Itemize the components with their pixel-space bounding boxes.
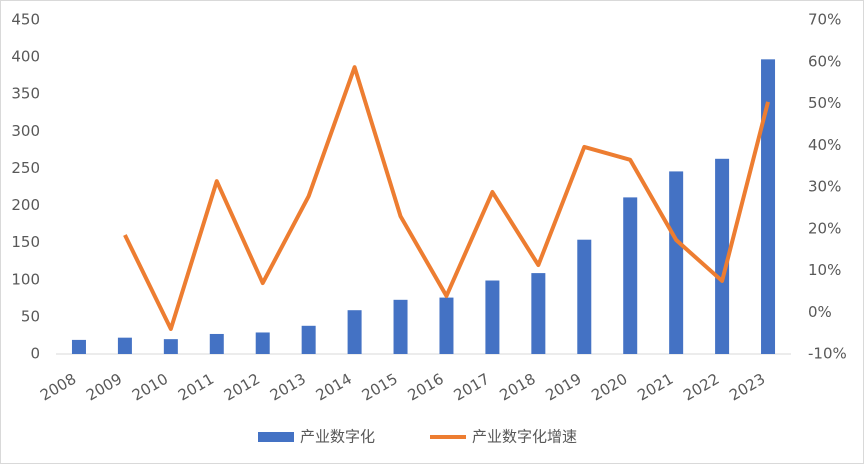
y-tick-label: 50	[21, 307, 40, 325]
y2-tick-label: 70%	[808, 11, 841, 29]
y2-tick-label: 30%	[808, 178, 841, 196]
bar	[485, 280, 500, 354]
y-tick-label: 400	[11, 48, 40, 66]
bar	[623, 197, 638, 354]
bar	[301, 325, 316, 354]
legend-label: 产业数字化	[300, 428, 375, 446]
y2-tick-label: -10%	[808, 345, 847, 363]
line	[123, 65, 770, 331]
x-tick-label: 2015	[359, 370, 401, 405]
x-tick-label: 2010	[129, 370, 171, 405]
bar	[761, 59, 776, 355]
y-tick-label: 150	[11, 233, 40, 251]
bar	[255, 332, 270, 354]
y2-tick-label: 0%	[808, 303, 832, 321]
legend-swatch	[258, 432, 294, 442]
y2-tick-label: 20%	[808, 219, 841, 237]
x-tick-label: 2008	[37, 370, 79, 405]
bar	[531, 273, 546, 354]
bar	[715, 158, 730, 354]
x-tick-label: 2009	[83, 370, 125, 405]
legend-label: 产业数字化增速	[472, 428, 577, 446]
x-tick-label: 2017	[451, 370, 493, 405]
y2-tick-label: 40%	[808, 136, 841, 154]
bar	[669, 171, 684, 354]
y-tick-label: 250	[11, 159, 40, 177]
x-tick-label: 2020	[588, 370, 630, 405]
y-tick-label: 450	[11, 11, 40, 29]
bar	[439, 297, 454, 354]
y-tick-label: 350	[11, 85, 40, 103]
x-tick-label: 2013	[267, 370, 309, 405]
bar	[347, 310, 362, 354]
y2-tick-label: 10%	[808, 261, 841, 279]
x-tick-label: 2011	[175, 370, 217, 405]
y2-tick-label: 60%	[808, 52, 841, 70]
x-tick-label: 2022	[680, 370, 722, 405]
bar	[393, 299, 408, 354]
y2-tick-label: 50%	[808, 94, 841, 112]
x-tick-label: 2023	[726, 370, 768, 405]
bar	[71, 339, 86, 354]
y-tick-label: 300	[11, 122, 40, 140]
y-tick-label: 200	[11, 196, 40, 214]
x-tick-label: 2012	[221, 370, 263, 405]
y-tick-label: 0	[30, 345, 40, 363]
bar	[209, 333, 224, 354]
x-tick-label: 2018	[497, 370, 539, 405]
x-tick-label: 2016	[405, 370, 447, 405]
x-tick-label: 2014	[313, 370, 355, 405]
x-tick-label: 2021	[634, 370, 676, 405]
y-tick-label: 100	[11, 270, 40, 288]
bar	[117, 337, 132, 354]
bar	[577, 239, 592, 354]
x-tick-label: 2019	[542, 370, 584, 405]
bar	[163, 339, 178, 354]
